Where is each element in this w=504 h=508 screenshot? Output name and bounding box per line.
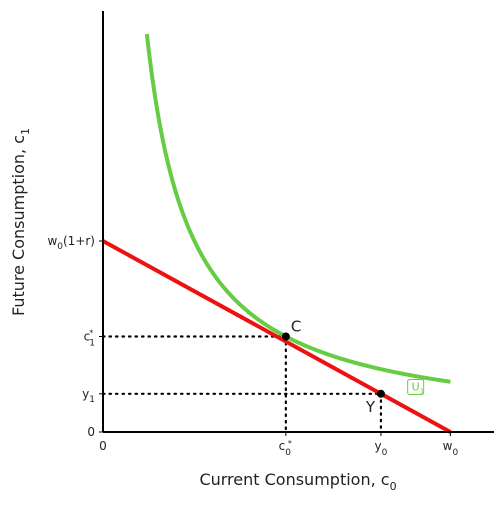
y-axis-title: Future Consumption, c1: [9, 128, 32, 316]
y-tick-label-0: 0: [87, 425, 95, 439]
series-layer: U1: [102, 33, 452, 434]
axes: [102, 11, 494, 433]
points-layer: CY: [281, 318, 385, 416]
curve-label-u1: U1: [407, 378, 425, 395]
x-tick-label-2: y0: [375, 439, 388, 458]
indifference-curve: [144, 33, 451, 384]
x-tick-label-3: w0: [443, 439, 459, 458]
y-tick-label-2: c* 1: [84, 329, 95, 349]
curve-label-box: [407, 378, 425, 395]
y-tick-label-3: w0(1+r): [47, 234, 95, 252]
x-tick-label-0: 0: [99, 439, 107, 453]
x-axis-title: Current Consumption, c0: [199, 470, 396, 493]
point-c: [281, 332, 290, 341]
x-tick-label-1: *c0: [279, 439, 292, 458]
curve-label-text: U1: [412, 380, 425, 395]
budget-line: [102, 239, 452, 434]
point-label-y: Y: [365, 398, 376, 416]
point-y: [376, 389, 385, 398]
y-ticks: 0 y1 c* 1 w0(1+r): [47, 234, 103, 439]
x-ticks: 0 *c0 y0 w0: [99, 432, 458, 458]
guide-lines: [101, 335, 383, 434]
y-tick-label-1: y1: [82, 387, 95, 405]
point-label-c: C: [291, 318, 301, 336]
